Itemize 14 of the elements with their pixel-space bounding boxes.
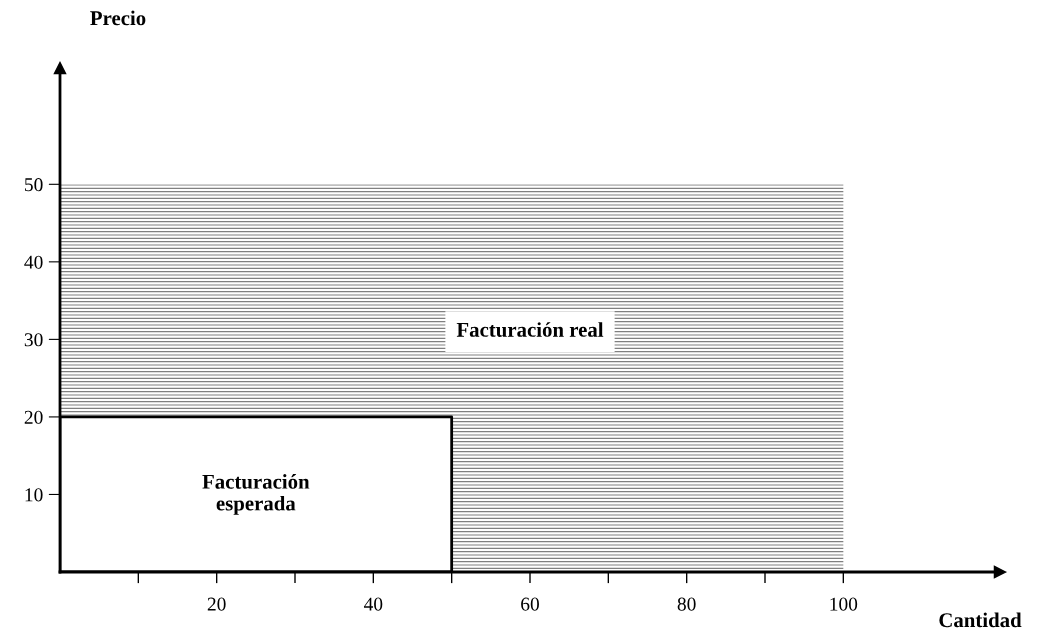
series-label: Facturación esperada [202, 474, 310, 515]
x-tick-label: 80 [677, 597, 696, 611]
x-tick-label: 100 [830, 597, 858, 611]
x-axis-title: Cantidad [939, 612, 1022, 628]
y-tick-label: 10 [25, 488, 43, 502]
series-label: Facturación real [456, 322, 604, 337]
x-tick-label: 40 [363, 597, 383, 611]
x-tick-label: 20 [207, 597, 226, 611]
y-tick-label: 40 [24, 255, 43, 269]
y-tick-label: 50 [25, 178, 43, 192]
y-tick-label: 20 [24, 410, 43, 424]
x-tick-label: 60 [521, 597, 539, 611]
y-axis-title: Precio [90, 10, 146, 26]
y-tick-label: 30 [24, 333, 43, 347]
